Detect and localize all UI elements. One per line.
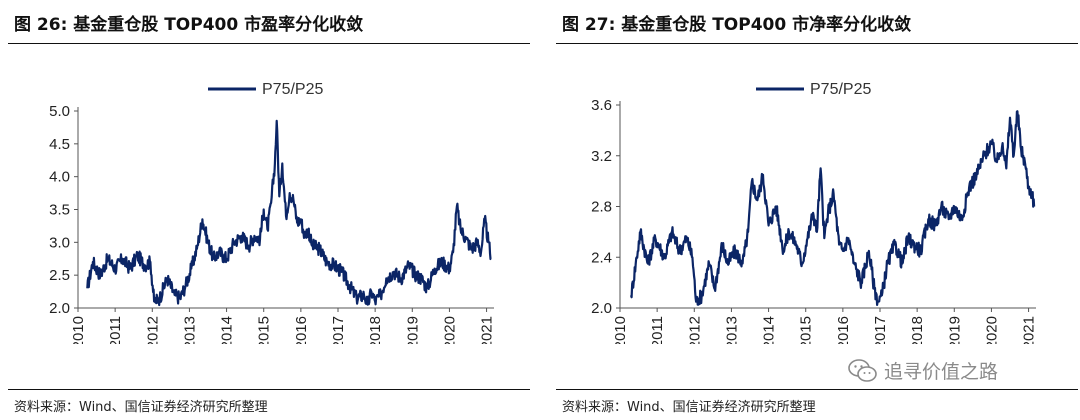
x-tick-label: 2020 xyxy=(441,316,458,344)
bottom-divider xyxy=(556,389,1078,390)
x-tick-label: 2018 xyxy=(909,316,926,344)
y-tick-label: 2.0 xyxy=(591,300,612,317)
x-tick-label: 2020 xyxy=(983,316,1000,344)
chart-title: 图 27: 基金重仓股 TOP400 市净率分化收敛 xyxy=(556,6,1078,44)
x-tick-label: 2013 xyxy=(181,316,198,344)
x-tick-label: 2014 xyxy=(761,316,778,344)
source-note: 资料来源：Wind、国信证券经济研究所整理 xyxy=(14,400,268,415)
watermark-text: 追寻价值之路 xyxy=(884,361,999,383)
x-tick-label: 2011 xyxy=(649,316,666,344)
x-tick-label: 2013 xyxy=(723,316,740,344)
watermark: 追寻价值之路 xyxy=(848,357,998,384)
x-tick-label: 2019 xyxy=(404,316,421,344)
y-tick-label: 3.0 xyxy=(49,234,70,251)
x-tick-label: 2012 xyxy=(686,316,703,344)
x-tick-label: 2011 xyxy=(107,316,124,344)
y-tick-label: 2.4 xyxy=(591,249,612,266)
x-tick-label: 2010 xyxy=(612,316,629,344)
chart-panel-pb: 图 27: 基金重仓股 TOP400 市净率分化收敛 2.0 2.4 2.8 3.2 3… xyxy=(556,0,1078,420)
x-tick-label: 2012 xyxy=(144,316,161,344)
x-tick-label: 2010 xyxy=(70,316,87,344)
y-tick-label: 3.5 xyxy=(49,202,70,219)
x-tick-label: 2014 xyxy=(219,316,236,344)
series-line xyxy=(630,110,1036,306)
x-tick-label: 2021 xyxy=(1021,316,1038,344)
x-tick-label: 2017 xyxy=(330,316,347,344)
y-tick-label: 4.5 xyxy=(49,136,70,153)
x-tick-label: 2021 xyxy=(479,316,496,344)
y-tick-label: 2.8 xyxy=(591,199,612,216)
chart-title: 图 26: 基金重仓股 TOP400 市盈率分化收敛 xyxy=(8,6,530,44)
x-tick-label: 2017 xyxy=(872,316,889,344)
x-tick-label: 2016 xyxy=(293,316,310,344)
y-tick-label: 3.2 xyxy=(591,148,612,165)
bottom-divider xyxy=(8,389,530,390)
y-tick-label: 3.6 xyxy=(591,97,612,114)
legend-label: P75/P25 xyxy=(810,81,871,98)
y-tick-label: 4.0 xyxy=(49,169,70,186)
series-line xyxy=(86,119,492,307)
y-tick-label: 5.0 xyxy=(49,103,70,120)
pb-chart: 2.0 2.4 2.8 3.2 3.6 2010 2011 2012 2013 2014 2015 2… xyxy=(591,81,1038,344)
pe-chart: 2.0 2.5 3.0 3.5 4.0 4.5 5.0 2010 2011 2012 2013 201… xyxy=(49,81,496,344)
legend-label: P75/P25 xyxy=(262,81,323,98)
y-tick-label: 2.0 xyxy=(49,300,70,317)
y-tick-label: 2.5 xyxy=(49,267,70,284)
x-tick-label: 2015 xyxy=(798,316,815,344)
x-tick-label: 2019 xyxy=(946,316,963,344)
source-note: 资料来源：Wind、国信证券经济研究所整理 xyxy=(562,400,816,415)
x-tick-label: 2015 xyxy=(256,316,273,344)
x-tick-label: 2016 xyxy=(835,316,852,344)
wechat-icon xyxy=(848,358,877,382)
chart-panel-pe: 图 26: 基金重仓股 TOP400 市盈率分化收敛 2.0 2.5 3.0 3.5 4… xyxy=(8,0,530,420)
x-tick-label: 2018 xyxy=(367,316,384,344)
